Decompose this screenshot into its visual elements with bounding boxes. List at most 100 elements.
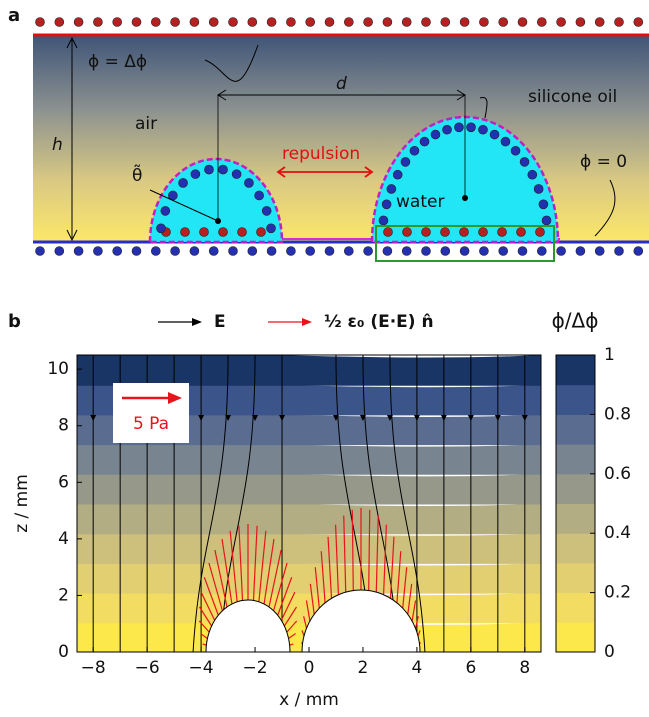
legend-arrowhead xyxy=(192,318,202,326)
stress-arrow xyxy=(268,549,282,608)
colorbar-band xyxy=(556,503,595,534)
stress-arrow xyxy=(414,616,419,629)
charge xyxy=(112,246,122,256)
charge xyxy=(189,17,200,27)
charge xyxy=(160,206,171,216)
charge xyxy=(430,129,441,140)
streamline-arrow xyxy=(332,415,339,421)
charge xyxy=(228,17,238,27)
colorbar-band xyxy=(556,562,595,594)
x-tick-label: 2 xyxy=(358,658,369,678)
charge xyxy=(247,17,258,27)
streamline xyxy=(192,355,229,652)
charge xyxy=(180,227,190,237)
charge xyxy=(519,157,530,167)
colorbar-tick-label: 0.2 xyxy=(604,583,631,603)
stress-arrow xyxy=(389,536,395,599)
charge xyxy=(510,145,521,156)
stress-arrow xyxy=(229,530,238,602)
streamline-arrow xyxy=(521,415,528,421)
charge xyxy=(151,246,161,256)
x-tick-label: −2 xyxy=(243,658,268,678)
stress-arrow xyxy=(288,632,296,640)
charge xyxy=(363,17,373,27)
stress-arrow xyxy=(277,577,293,616)
x-tick-label: −8 xyxy=(81,658,106,678)
leader xyxy=(479,97,488,119)
stress-arrow xyxy=(272,562,288,611)
charge xyxy=(208,17,219,27)
annotation-arrowhead xyxy=(168,392,182,404)
charges xyxy=(35,17,644,256)
contour-band xyxy=(77,531,541,564)
charge xyxy=(459,17,470,27)
charge xyxy=(466,122,476,133)
stress-arrow xyxy=(252,525,258,601)
charge xyxy=(538,199,549,210)
charge xyxy=(421,246,431,256)
charge xyxy=(633,17,644,27)
charge xyxy=(575,17,586,27)
charge xyxy=(189,246,200,256)
streamline-arrow xyxy=(252,415,259,421)
label: repulsion xyxy=(282,144,360,164)
colorbar-band xyxy=(556,355,595,386)
streamline-arrow xyxy=(386,415,393,421)
streamline-arrow xyxy=(90,415,97,421)
charge xyxy=(556,246,566,256)
stress-arrow xyxy=(202,643,207,646)
colorbar-band xyxy=(556,592,595,623)
charge xyxy=(218,227,228,237)
charge xyxy=(204,164,214,175)
charge xyxy=(497,227,507,237)
charge xyxy=(541,215,552,226)
stress-arrow xyxy=(411,600,417,622)
charge xyxy=(516,227,526,237)
charge xyxy=(112,17,122,27)
stress-arrow xyxy=(263,538,275,605)
drop xyxy=(301,589,421,652)
charge xyxy=(382,246,393,256)
panel-label: b xyxy=(8,311,21,332)
charge xyxy=(35,17,45,27)
charge xyxy=(218,164,228,175)
charge xyxy=(54,246,65,256)
label: θ̃ xyxy=(132,164,142,186)
charge xyxy=(556,17,566,27)
colorbar-band xyxy=(556,473,595,504)
charge xyxy=(190,169,201,179)
charge xyxy=(479,17,489,27)
angle-line xyxy=(149,189,219,222)
charge xyxy=(170,17,180,27)
panel-a: a ϕ = Δϕ d silicone oil air h repulsion … xyxy=(8,5,649,262)
charge xyxy=(459,227,469,237)
streamline-arrow xyxy=(279,415,286,421)
contour-band xyxy=(77,501,541,535)
y-tick-label: 0 xyxy=(58,642,69,662)
colorbar-tick-label: 0 xyxy=(604,642,615,662)
charge xyxy=(421,227,431,237)
streamline xyxy=(389,355,426,652)
label: d xyxy=(336,74,347,94)
streamline-arrow xyxy=(494,415,501,421)
label: air xyxy=(135,114,157,134)
stress-arrow xyxy=(396,551,402,603)
charge xyxy=(73,246,84,256)
x-tick-label: −4 xyxy=(189,658,214,678)
charge xyxy=(489,129,500,140)
charge xyxy=(594,17,605,27)
charge xyxy=(419,136,430,147)
stress-arrow xyxy=(286,620,298,633)
charge xyxy=(478,227,488,237)
charge xyxy=(479,246,489,256)
charge xyxy=(305,17,316,27)
charge xyxy=(254,190,264,201)
stress-arrow xyxy=(402,567,408,609)
charge xyxy=(421,17,431,27)
charge xyxy=(178,178,188,188)
stress-arrow xyxy=(221,538,233,605)
stress-arrow xyxy=(198,606,213,627)
colorbar-band xyxy=(556,622,595,653)
charge xyxy=(614,17,624,27)
charge xyxy=(382,17,393,27)
